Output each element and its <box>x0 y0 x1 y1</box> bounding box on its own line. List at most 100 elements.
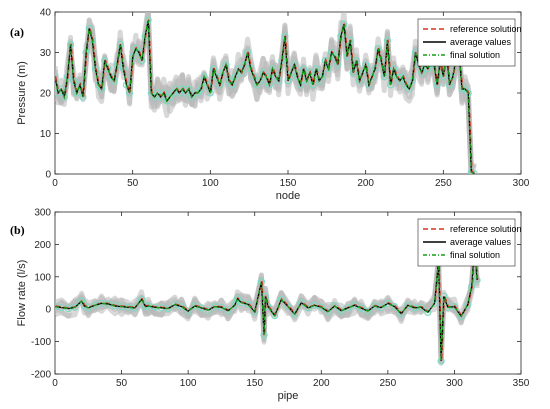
sample-marker <box>297 299 305 307</box>
x-tick-label: 250 <box>380 378 397 389</box>
sample-marker <box>262 73 270 81</box>
legend-entry-label: final solution <box>450 250 500 260</box>
sample-marker <box>277 295 285 304</box>
sample-marker <box>240 61 249 69</box>
sample-marker <box>224 307 232 315</box>
x-tick-label: 350 <box>513 378 530 389</box>
x-tick-label: 100 <box>202 178 219 189</box>
y-tick-label: -200 <box>31 370 51 381</box>
sample-marker <box>228 81 236 89</box>
sample-marker <box>457 312 465 320</box>
sample-marker <box>184 307 192 315</box>
sample-marker <box>390 303 399 311</box>
sample-marker <box>271 312 279 320</box>
panel-b-flow-rate-chart: 0 50 100 150 200 250 300 350 -200 -100 0 100 200 300 p… <box>10 208 530 403</box>
sample-marker <box>311 301 319 309</box>
y-tick-label: 20 <box>40 89 52 100</box>
sample-marker <box>177 303 186 311</box>
sample-marker <box>304 304 312 312</box>
sample-marker <box>350 301 359 309</box>
sample-marker <box>399 73 407 81</box>
legend-entry-label: final solution <box>450 50 500 60</box>
sample-marker <box>364 307 372 315</box>
x-tick-label: 150 <box>246 378 263 389</box>
panel-label: (a) <box>10 25 24 39</box>
y-tick-label: 10 <box>40 129 52 140</box>
x-tick-label: 300 <box>513 178 530 189</box>
x-tick-label: 0 <box>52 178 58 189</box>
sample-marker <box>303 77 311 85</box>
sample-marker <box>470 170 478 174</box>
x-tick-label: 50 <box>127 178 139 189</box>
sample-marker <box>417 69 426 77</box>
sample-marker <box>324 308 332 316</box>
sample-marker <box>290 61 298 69</box>
plot-series-group <box>55 242 481 366</box>
sample-marker <box>464 301 472 309</box>
sample-marker <box>91 301 99 309</box>
y-tick-label: 300 <box>34 208 51 219</box>
y-tick-label: 0 <box>45 305 51 316</box>
sample-marker <box>84 304 92 312</box>
x-tick-label: 100 <box>180 378 197 389</box>
x-tick-label: 200 <box>357 178 374 189</box>
sample-marker <box>317 303 325 311</box>
sample-marker <box>405 85 413 93</box>
sample-marker <box>233 295 242 303</box>
panel-a-pressure-chart: 0 50 100 150 200 250 300 0 10 20 30 40 node Pressure … <box>10 8 530 203</box>
sample-marker <box>291 310 299 318</box>
y-tick-label: -100 <box>31 337 51 348</box>
final-solution-line <box>55 19 475 174</box>
sample-marker <box>76 81 84 89</box>
sample-marker <box>231 73 239 81</box>
legend-entry-label: reference solution <box>450 224 522 234</box>
sample-marker <box>231 301 239 309</box>
reference-solution-line <box>55 19 476 174</box>
sample-marker <box>357 304 365 312</box>
sample-marker <box>331 302 339 310</box>
sample-marker <box>287 69 295 77</box>
y-axis-label: Flow rate (l/s) <box>16 260 28 327</box>
sample-marker <box>137 295 146 304</box>
sample-marker <box>160 89 168 97</box>
sample-marker <box>331 52 339 61</box>
panel-label: (b) <box>10 223 25 237</box>
sample-marker <box>55 73 59 81</box>
sample-marker <box>135 48 143 57</box>
y-tick-label: 0 <box>45 170 51 181</box>
y-tick-label: 40 <box>40 8 52 19</box>
sample-marker <box>57 85 65 93</box>
x-tick-label: 300 <box>446 378 463 389</box>
sample-marker <box>184 85 193 93</box>
reference-solution-line <box>55 246 479 361</box>
sample-marker <box>397 310 405 318</box>
y-tick-label: 100 <box>34 272 51 283</box>
x-tick-label: 50 <box>116 378 128 389</box>
final-solution-line <box>55 247 478 362</box>
sample-marker <box>337 307 345 315</box>
sample-marker <box>250 73 258 81</box>
x-tick-label: 250 <box>435 178 452 189</box>
x-tick-label: 0 <box>52 378 58 389</box>
plot-area-frame <box>54 211 522 375</box>
legend-entry-label: average values <box>450 237 512 247</box>
sample-marker <box>377 303 385 312</box>
sample-marker <box>284 303 292 311</box>
sample-marker <box>237 69 245 77</box>
sample-marker <box>204 306 212 314</box>
y-tick-label: 30 <box>40 48 52 59</box>
sample-marker <box>212 73 221 81</box>
sample-marker <box>344 304 352 312</box>
sample-marker <box>244 300 252 308</box>
x-tick-label: 200 <box>313 378 330 389</box>
x-axis-label: node <box>276 190 300 202</box>
sample-marker <box>306 69 314 77</box>
legend-entry-label: average values <box>450 37 512 47</box>
sample-marker <box>404 301 412 309</box>
y-tick-label: 200 <box>34 240 51 251</box>
x-tick-label: 150 <box>280 178 297 189</box>
x-axis-label: pipe <box>278 390 299 402</box>
y-axis-label: Pressure (m) <box>16 61 28 125</box>
sample-marker <box>197 85 205 93</box>
